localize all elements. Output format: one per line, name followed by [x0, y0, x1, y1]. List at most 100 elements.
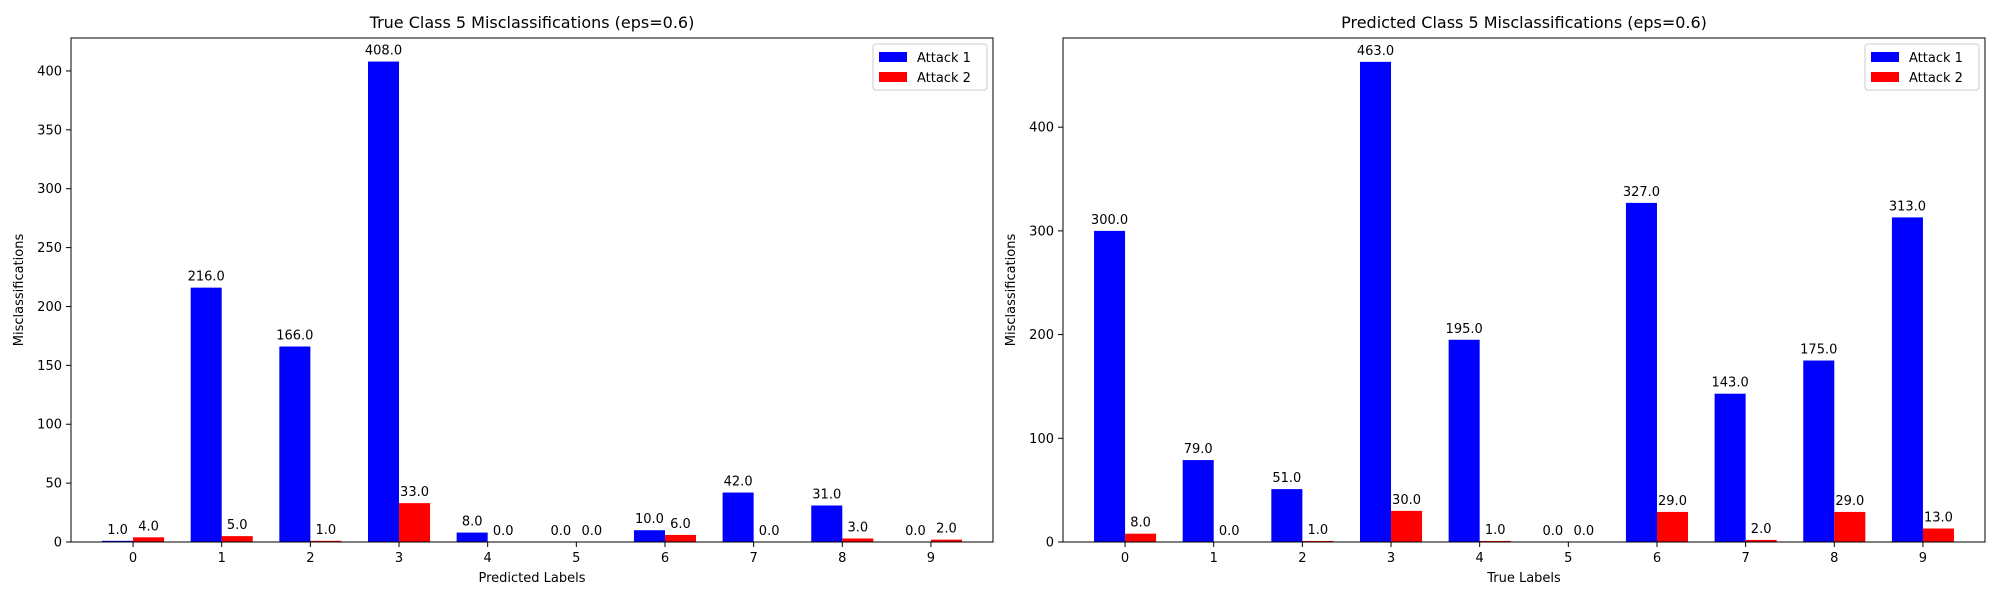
y-tick-label-200: 200 [37, 300, 62, 315]
x-tick-label-6: 6 [661, 551, 669, 566]
data-label-attack-2-2: 1.0 [316, 523, 337, 538]
data-label-attack-1-7: 143.0 [1712, 376, 1749, 391]
y-tick-label-0: 0 [54, 536, 62, 551]
bar-attack-2-4 [1479, 540, 1511, 542]
x-tick-label-3: 3 [395, 551, 403, 566]
data-label-attack-1-5: 0.0 [550, 524, 571, 539]
y-tick-label-300: 300 [1029, 224, 1054, 239]
y-tick-label-150: 150 [37, 359, 62, 374]
bar-attack-2-7 [1745, 539, 1777, 542]
bar-attack-1-3 [367, 61, 400, 543]
legend-label-attack-2: Attack 2 [917, 71, 971, 86]
data-label-attack-1-2: 51.0 [1272, 471, 1301, 486]
data-label-attack-2-7: 2.0 [1751, 522, 1772, 537]
data-label-attack-1-1: 216.0 [188, 270, 225, 285]
data-label-attack-2-9: 13.0 [1924, 511, 1953, 526]
x-tick-label-9: 9 [927, 551, 935, 566]
legend-label-attack-2: Attack 2 [1909, 71, 1963, 86]
data-label-attack-2-2: 1.0 [1308, 523, 1329, 538]
y-tick-label-400: 400 [1029, 121, 1054, 136]
bar-attack-1-7 [722, 492, 754, 542]
axes-frame [1062, 37, 1986, 543]
bar-attack-2-3 [1391, 510, 1423, 542]
y-tick-label-100: 100 [37, 418, 62, 433]
bar-attack-1-8 [1803, 360, 1835, 542]
bar-attack-2-8 [1834, 511, 1866, 542]
bar-attack-2-2 [1302, 540, 1334, 542]
x-tick-label-7: 7 [749, 551, 757, 566]
bar-attack-1-8 [811, 505, 843, 542]
x-tick-label-2: 2 [1298, 551, 1306, 566]
y-axis-label: Misclassifications [1004, 234, 1019, 347]
data-label-attack-1-0: 1.0 [107, 523, 128, 538]
legend: Attack 1 Attack 2 [1864, 43, 1980, 91]
bar-attack-2-9 [1922, 528, 1954, 542]
bar-attack-1-9 [1891, 217, 1923, 542]
y-tick-label-200: 200 [1029, 328, 1054, 343]
y-tick-label-0: 0 [1046, 536, 1054, 551]
bar-attack-1-4 [1448, 339, 1480, 542]
data-label-attack-2-6: 29.0 [1658, 494, 1687, 509]
x-tick-label-9: 9 [1919, 551, 1927, 566]
bar-attack-1-2 [1271, 489, 1303, 542]
bar-attack-1-6 [633, 530, 665, 542]
data-label-attack-2-1: 5.0 [227, 518, 248, 533]
data-label-attack-1-4: 195.0 [1446, 322, 1483, 337]
bar-attack-1-3 [1359, 61, 1392, 542]
x-tick-label-5: 5 [1564, 551, 1572, 566]
data-label-attack-2-3: 33.0 [400, 485, 429, 500]
x-axis-label: Predicted Labels [478, 571, 585, 586]
data-label-attack-1-4: 8.0 [462, 515, 483, 530]
y-tick-label-400: 400 [37, 64, 62, 79]
bar-attack-1-2 [279, 346, 311, 542]
bar-attack-2-6 [1656, 511, 1689, 542]
bar-attack-1-4 [456, 532, 488, 542]
data-label-attack-2-4: 1.0 [1485, 523, 1506, 538]
x-axis-label: True Labels [1486, 571, 1561, 586]
data-label-attack-1-3: 463.0 [1357, 44, 1394, 59]
x-tick-label-0: 0 [129, 551, 137, 566]
y-tick-label-350: 350 [37, 123, 62, 138]
x-tick-label-7: 7 [1741, 551, 1749, 566]
bar-attack-2-0 [133, 537, 165, 542]
legend-swatch-attack-2 [879, 72, 907, 82]
data-label-attack-1-6: 10.0 [635, 512, 664, 527]
data-label-attack-2-4: 0.0 [493, 524, 514, 539]
data-label-attack-1-6: 327.0 [1623, 185, 1660, 200]
data-label-attack-2-5: 0.0 [581, 524, 602, 539]
y-tick-label-100: 100 [1029, 432, 1054, 447]
bar-attack-1-1 [1182, 460, 1214, 542]
bar-attack-2-8 [842, 538, 874, 542]
data-label-attack-2-9: 2.0 [936, 522, 957, 537]
x-tick-label-8: 8 [838, 551, 846, 566]
bar-attack-2-1 [221, 536, 253, 542]
bar-attack-2-9 [930, 539, 962, 542]
data-label-attack-1-8: 31.0 [812, 488, 841, 503]
x-tick-label-1: 1 [218, 551, 226, 566]
axes-frame [70, 37, 994, 543]
y-tick-label-300: 300 [37, 182, 62, 197]
x-tick-label-1: 1 [1210, 551, 1218, 566]
legend-label-attack-1: Attack 1 [1909, 51, 1963, 66]
x-tick-label-5: 5 [572, 551, 580, 566]
legend-swatch-attack-1 [1871, 52, 1899, 62]
bar-attack-2-0 [1125, 533, 1157, 542]
data-label-attack-1-7: 42.0 [724, 475, 753, 490]
data-label-attack-1-8: 175.0 [1800, 343, 1837, 358]
x-tick-label-2: 2 [306, 551, 314, 566]
chart-title: True Class 5 Misclassifications (eps=0.6… [369, 13, 695, 32]
legend-swatch-attack-1 [879, 52, 907, 62]
legend-label-attack-1: Attack 1 [917, 51, 971, 66]
y-tick-label-50: 50 [45, 477, 62, 492]
x-tick-label-3: 3 [1387, 551, 1395, 566]
chart-panel-predicted-class-5: 300.079.051.0463.0195.00.0327.0143.0175.… [1004, 13, 1986, 586]
bar-attack-1-0 [102, 540, 134, 542]
data-label-attack-2-1: 0.0 [1219, 524, 1240, 539]
data-label-attack-2-3: 30.0 [1392, 493, 1421, 508]
y-tick-label-250: 250 [37, 241, 62, 256]
data-label-attack-2-5: 0.0 [1573, 524, 1594, 539]
bar-attack-1-6 [1625, 202, 1657, 542]
legend-swatch-attack-2 [1871, 72, 1899, 82]
data-label-attack-1-5: 0.0 [1542, 524, 1563, 539]
